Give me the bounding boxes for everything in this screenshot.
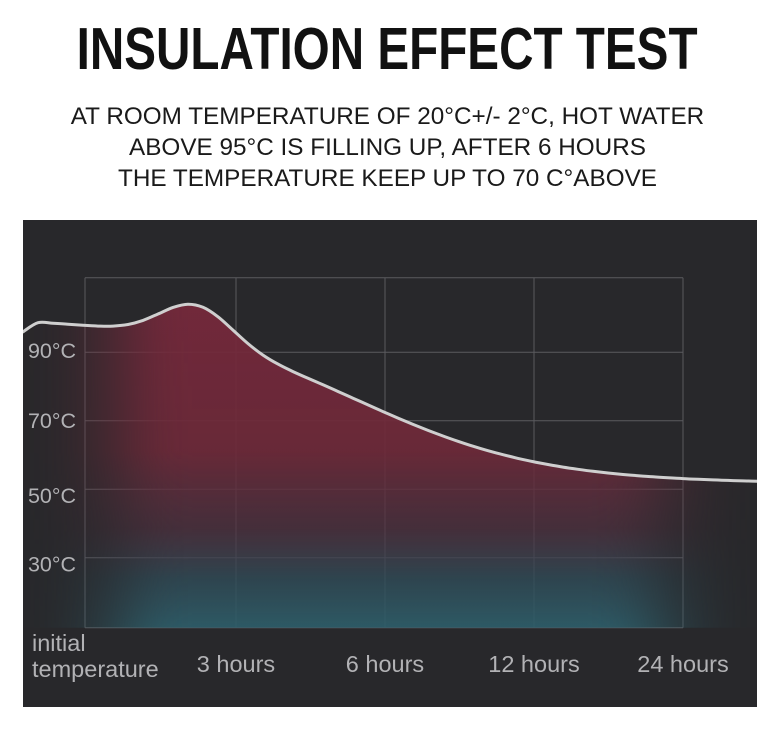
svg-text:70°C: 70°C xyxy=(28,409,76,433)
svg-text:30°C: 30°C xyxy=(28,552,76,576)
svg-text:3 hours: 3 hours xyxy=(197,651,275,677)
svg-text:90°C: 90°C xyxy=(28,339,76,363)
svg-text:6 hours: 6 hours xyxy=(346,651,424,677)
svg-text:24 hours: 24 hours xyxy=(637,651,728,677)
svg-text:temperature: temperature xyxy=(32,656,159,682)
svg-text:50°C: 50°C xyxy=(28,484,76,508)
svg-text:initial: initial xyxy=(32,630,86,656)
svg-text:12 hours: 12 hours xyxy=(488,651,579,677)
